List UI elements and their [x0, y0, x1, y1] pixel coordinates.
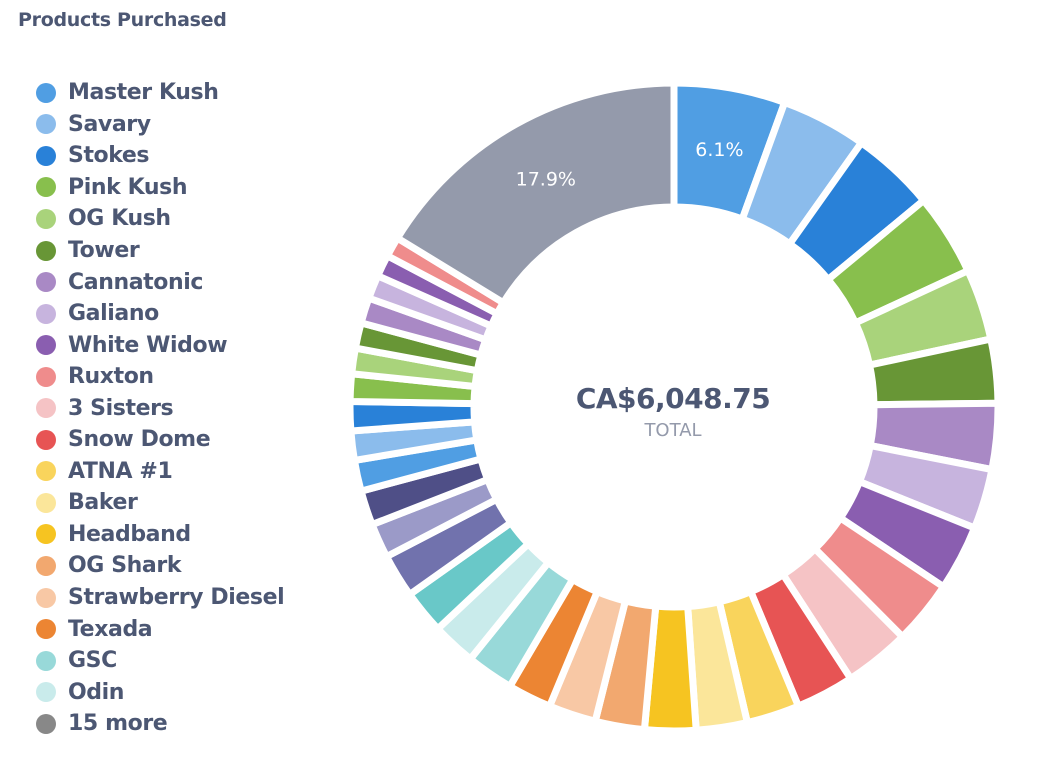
- legend-item-headband[interactable]: Headband: [36, 519, 336, 551]
- legend-swatch: [36, 82, 56, 103]
- legend-swatch: [36, 461, 56, 482]
- legend-label: Baker: [68, 490, 138, 516]
- legend-label: 15 more: [68, 711, 168, 737]
- legend-swatch: [36, 398, 56, 419]
- legend-item-snow-dome[interactable]: Snow Dome: [36, 424, 336, 456]
- legend-item-gsc[interactable]: GSC: [36, 645, 336, 677]
- donut-slice-other[interactable]: [392, 79, 678, 308]
- legend-label: Tower: [68, 238, 140, 263]
- legend-item-strawberry-diesel[interactable]: Strawberry Diesel: [36, 582, 336, 614]
- legend-label: 3 Sisters: [68, 395, 174, 421]
- legend-item-3-sisters[interactable]: 3 Sisters: [36, 392, 336, 424]
- legend-item-odin[interactable]: Odin: [36, 676, 336, 708]
- legend-item-pink-kush[interactable]: Pink Kush: [36, 172, 336, 204]
- legend-item-15-more[interactable]: 15 more: [36, 708, 336, 740]
- legend-swatch: [36, 177, 56, 198]
- legend-swatch: [36, 713, 56, 734]
- legend-swatch: [36, 240, 56, 261]
- legend-item-texada[interactable]: Texada: [36, 613, 336, 645]
- legend-label: Strawberry Diesel: [68, 585, 285, 611]
- slice-percent-label: 6.1%: [695, 139, 743, 161]
- legend-swatch: [36, 303, 56, 324]
- legend-swatch: [36, 208, 56, 229]
- legend-item-master-kush[interactable]: Master Kush: [36, 77, 336, 109]
- total-value: CA$6,048.75: [576, 382, 770, 415]
- legend-label: Headband: [68, 521, 191, 547]
- legend-item-tower[interactable]: Tower: [36, 235, 336, 267]
- legend-label: OG Shark: [68, 553, 182, 579]
- legend-swatch: [36, 619, 56, 640]
- legend-label: Pink Kush: [68, 174, 188, 200]
- legend-swatch: [36, 145, 56, 166]
- legend-label: Galiano: [68, 301, 159, 327]
- card-title: Products Purchased: [18, 9, 227, 31]
- legend-item-baker[interactable]: Baker: [36, 487, 336, 519]
- legend-label: Snow Dome: [68, 427, 211, 453]
- legend-swatch: [36, 114, 56, 135]
- chart-legend: Master Kush Savary Stokes Pink Kush OG Kush T…: [36, 77, 336, 739]
- legend-item-ruxton[interactable]: Ruxton: [36, 361, 336, 393]
- legend-item-white-widow[interactable]: White Widow: [36, 329, 336, 361]
- legend-swatch: [36, 272, 56, 293]
- legend-item-cannatonic[interactable]: Cannatonic: [36, 266, 336, 298]
- legend-item-stokes[interactable]: Stokes: [36, 140, 336, 172]
- legend-item-atna-1[interactable]: ATNA #1: [36, 456, 336, 488]
- legend-swatch: [36, 650, 56, 671]
- legend-item-savary[interactable]: Savary: [36, 109, 336, 141]
- legend-label: Master Kush: [68, 80, 219, 106]
- legend-swatch: [36, 335, 56, 356]
- legend-item-og-kush[interactable]: OG Kush: [36, 203, 336, 235]
- legend-label: GSC: [68, 648, 117, 674]
- donut-chart: 6.1% 17.9% CA$6,048.75 TOTAL: [346, 79, 1002, 735]
- slice-percent-label: 17.9%: [516, 168, 576, 190]
- legend-label: Odin: [68, 679, 125, 705]
- legend-label: Texada: [68, 616, 153, 642]
- legend-swatch: [36, 587, 56, 608]
- legend-label: ATNA #1: [68, 458, 173, 484]
- legend-item-galiano[interactable]: Galiano: [36, 298, 336, 330]
- legend-swatch: [36, 555, 56, 576]
- legend-swatch: [36, 366, 56, 387]
- legend-label: Ruxton: [68, 364, 154, 390]
- legend-label: Cannatonic: [68, 269, 204, 295]
- legend-label: Savary: [68, 111, 151, 137]
- legend-label: OG Kush: [68, 206, 171, 232]
- total-label: TOTAL: [643, 420, 701, 441]
- legend-item-og-shark[interactable]: OG Shark: [36, 550, 336, 582]
- legend-swatch: [36, 682, 56, 703]
- legend-label: White Widow: [68, 332, 228, 358]
- legend-swatch: [36, 524, 56, 545]
- legend-swatch: [36, 429, 56, 450]
- legend-swatch: [36, 492, 56, 513]
- legend-label: Stokes: [68, 143, 150, 169]
